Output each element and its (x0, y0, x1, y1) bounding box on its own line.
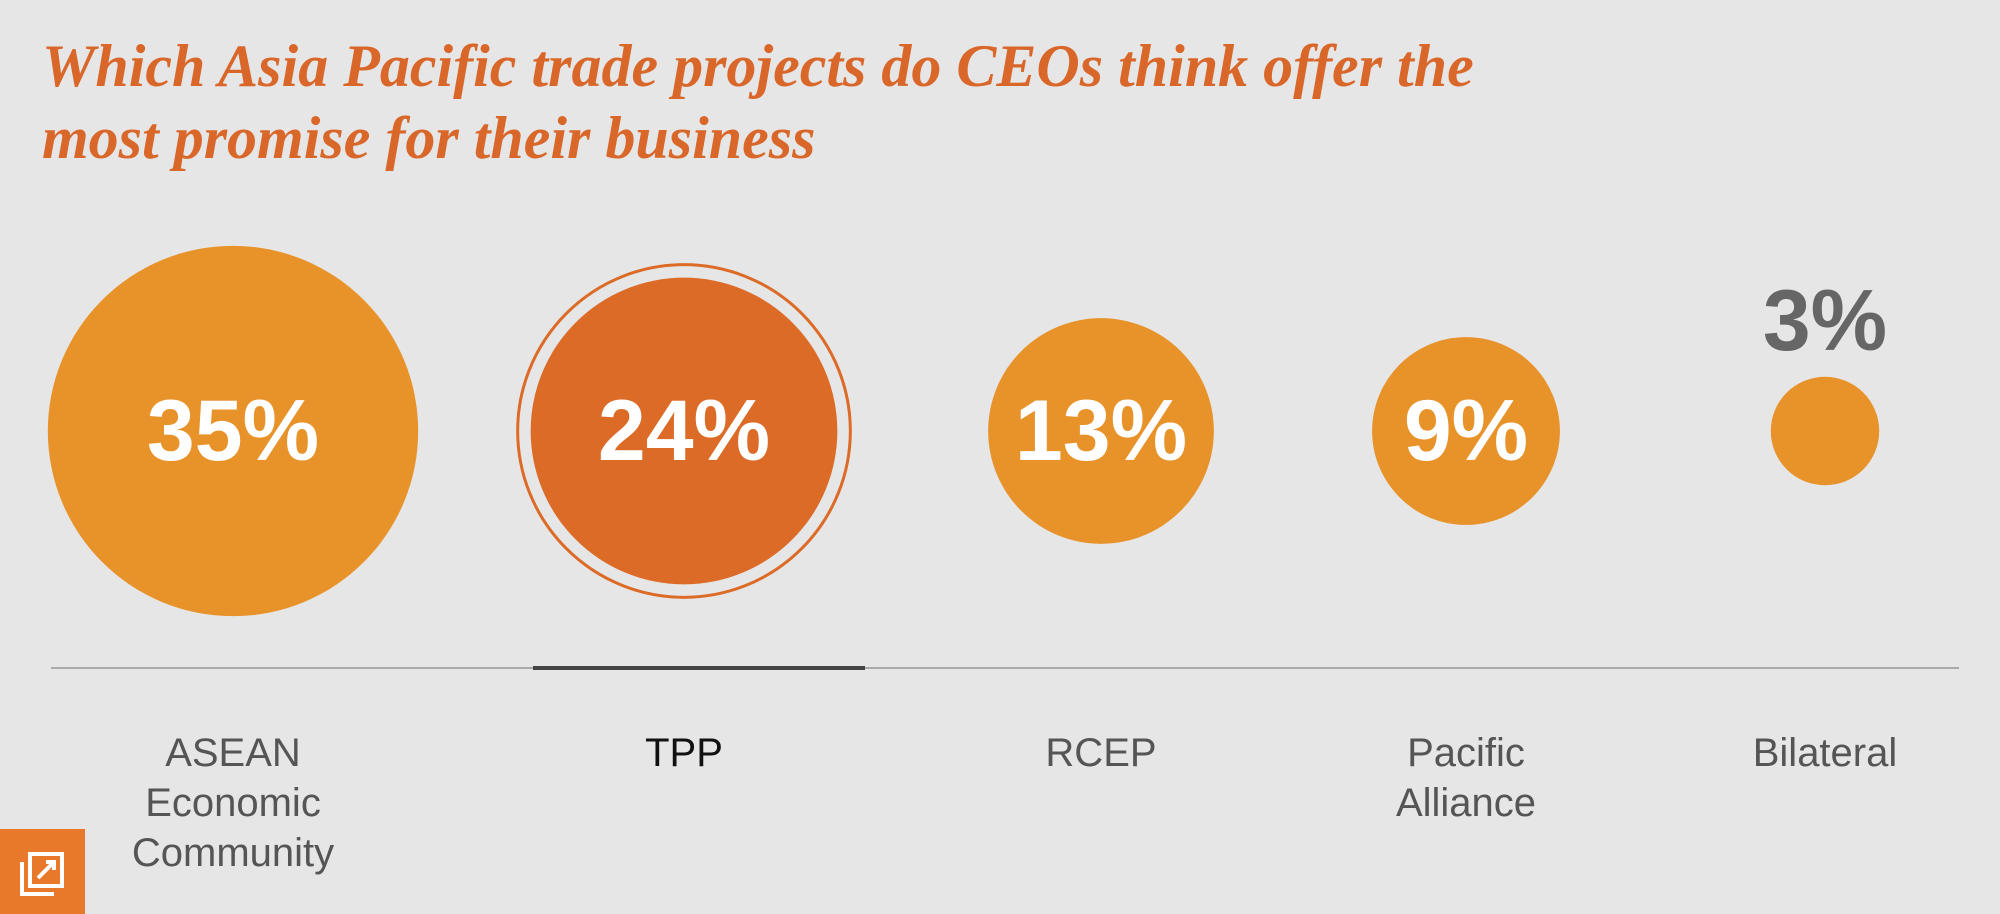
highlight-ring (516, 263, 852, 599)
value-label: 35% (147, 383, 319, 479)
category-label[interactable]: RCEP (1045, 731, 1157, 775)
category-label[interactable]: TPP (645, 731, 723, 775)
bubble (1770, 376, 1880, 486)
category-label[interactable]: Pacific Alliance (1395, 731, 1537, 825)
bubble (530, 277, 838, 585)
value-label: 13% (1015, 383, 1187, 479)
value-label: 9% (1404, 383, 1528, 479)
chart-title: Which Asia Pacific trade projects do CEO… (42, 33, 1474, 171)
value-label: 24% (598, 383, 770, 479)
category-label[interactable]: ASEAN Economic Community (131, 731, 335, 875)
bubble (47, 245, 419, 617)
value-label: 3% (1763, 273, 1887, 369)
bubble (1372, 337, 1560, 525)
category-label[interactable]: Bilateral (1752, 731, 1898, 775)
bubble (988, 318, 1214, 544)
expand-icon[interactable] (0, 829, 85, 914)
expand-glyph (20, 852, 64, 896)
